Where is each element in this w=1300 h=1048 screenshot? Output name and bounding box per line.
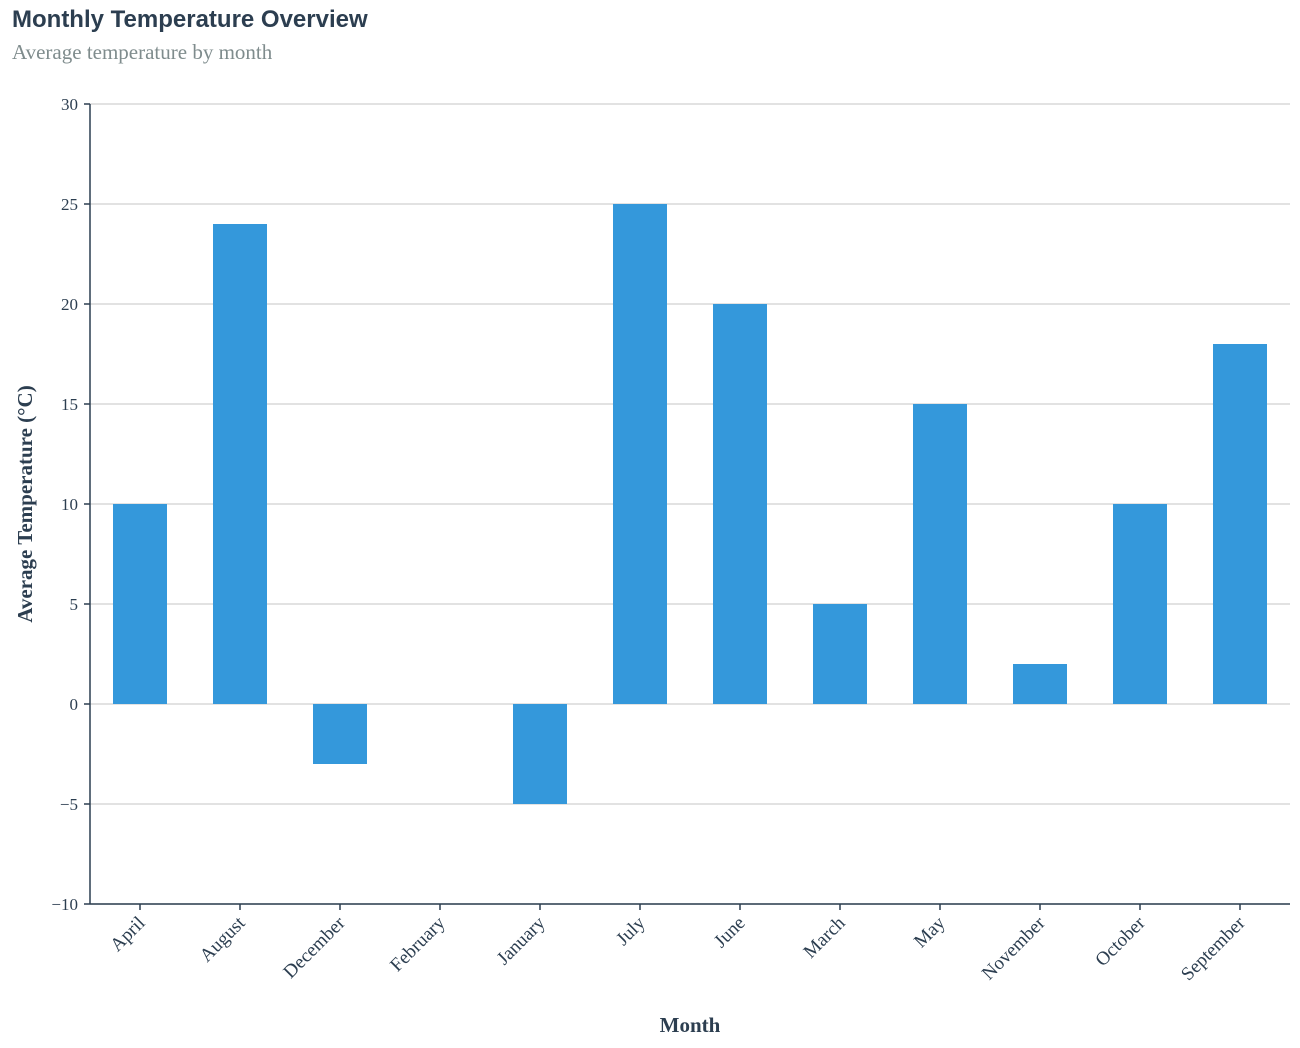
x-tick-label: July <box>612 912 650 950</box>
bar-january <box>513 704 567 804</box>
bar-september <box>1213 344 1267 704</box>
x-tick-label: September <box>1177 912 1250 985</box>
gridlines <box>90 103 1290 905</box>
x-tick-label: March <box>800 912 850 962</box>
x-axis-title: Month <box>660 1013 721 1037</box>
bar-july <box>613 204 667 704</box>
y-tick-label: 15 <box>61 395 78 414</box>
x-tick-label: December <box>279 912 350 983</box>
bars <box>113 204 1267 804</box>
bar-october <box>1113 504 1167 704</box>
x-tick-label: February <box>386 912 450 976</box>
x-tick-label: October <box>1091 912 1150 971</box>
y-tick-label: −5 <box>60 795 78 814</box>
y-tick-label: 20 <box>61 295 78 314</box>
y-axis-ticks: −10 −5 0 5 10 15 20 25 30 <box>51 95 90 914</box>
y-tick-label: 25 <box>61 195 78 214</box>
y-axis-title: Average Temperature (°C) <box>13 385 37 622</box>
bar-november <box>1013 664 1067 704</box>
chart-title: Monthly Temperature Overview <box>12 6 368 33</box>
x-tick-label: June <box>710 913 749 952</box>
y-tick-label: 10 <box>61 495 78 514</box>
x-tick-label: April <box>106 913 149 956</box>
y-tick-label: −10 <box>51 895 78 914</box>
bar-june <box>713 304 767 704</box>
bar-august <box>213 224 267 704</box>
x-tick-label: January <box>493 912 550 969</box>
x-tick-label: May <box>910 912 950 952</box>
y-tick-label: 5 <box>70 595 79 614</box>
bar-april <box>113 504 167 704</box>
bar-march <box>813 604 867 704</box>
x-tick-label: November <box>978 912 1050 984</box>
chart-subtitle: Average temperature by month <box>12 40 273 64</box>
bar-december <box>313 704 367 764</box>
y-tick-label: 30 <box>61 95 78 114</box>
y-tick-label: 0 <box>70 695 79 714</box>
bar-may <box>913 404 967 704</box>
x-axis-ticks: April August December February January July Ju… <box>106 904 1250 985</box>
x-tick-label: August <box>196 912 250 966</box>
